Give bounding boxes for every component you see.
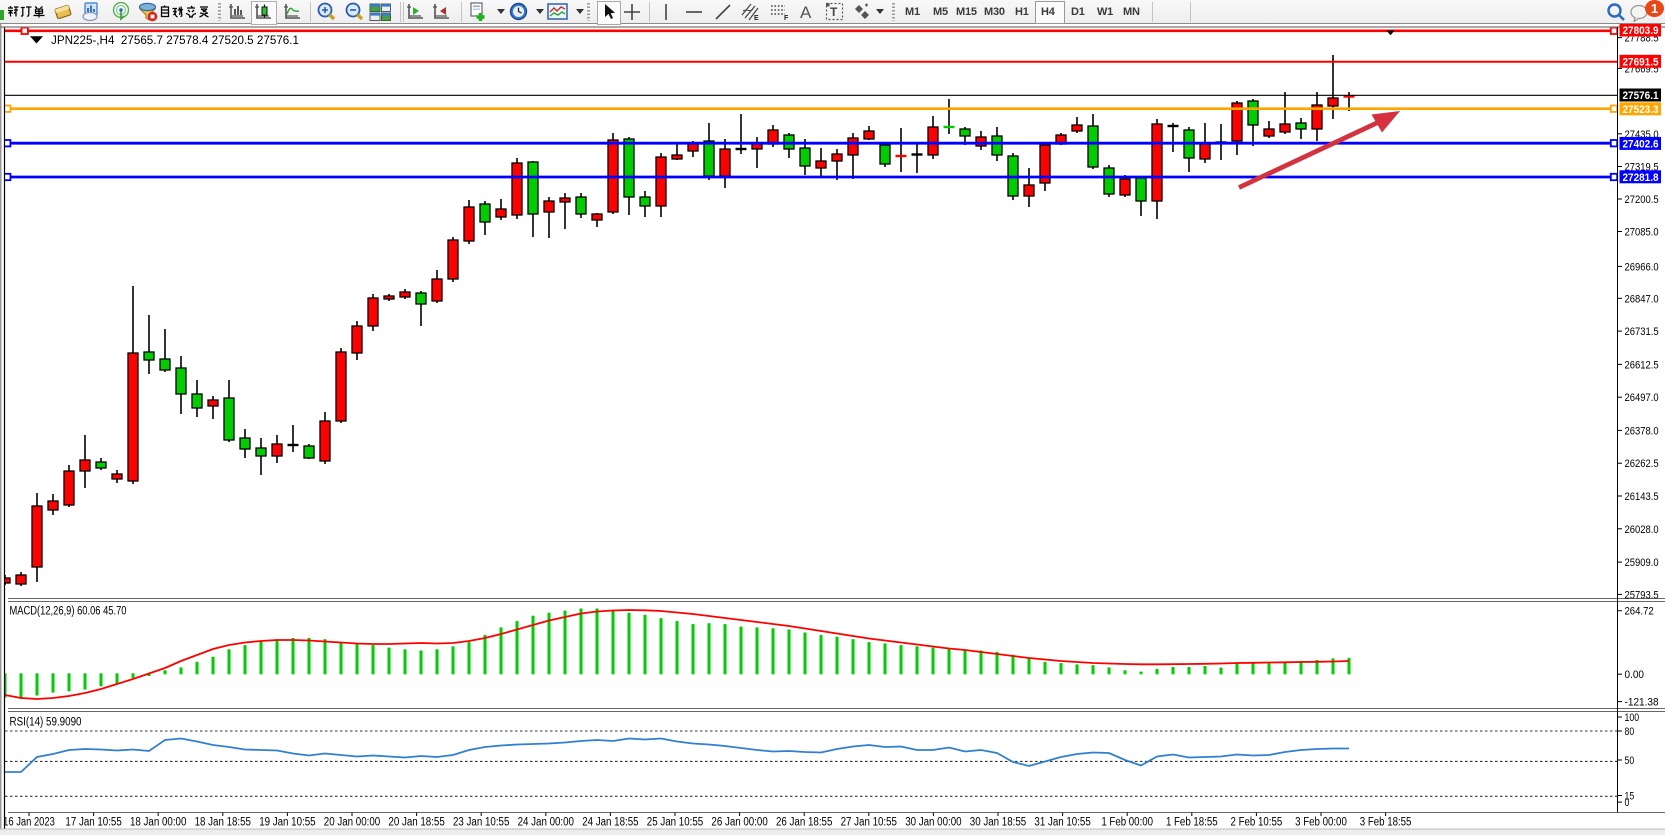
svg-text:17 Jan 10:55: 17 Jan 10:55	[65, 817, 121, 829]
svg-text:27523.3: 27523.3	[1623, 104, 1659, 116]
svg-text:24 Jan 18:55: 24 Jan 18:55	[582, 817, 638, 829]
svg-text:16 Jan 2023: 16 Jan 2023	[3, 817, 55, 829]
svg-text:264.72: 264.72	[1625, 606, 1654, 618]
svg-text:26 Jan 18:55: 26 Jan 18:55	[776, 817, 832, 829]
svg-text:26847.0: 26847.0	[1625, 293, 1659, 305]
svg-text:25793.5: 25793.5	[1625, 589, 1659, 601]
svg-text:1 Feb 00:00: 1 Feb 00:00	[1101, 817, 1153, 829]
svg-text:F: F	[784, 15, 789, 22]
svg-text:27200.5: 27200.5	[1625, 194, 1659, 206]
svg-text:26262.5: 26262.5	[1625, 458, 1659, 470]
svg-text:MACD(12,26,9) 60.06 45.70: MACD(12,26,9) 60.06 45.70	[10, 606, 127, 618]
svg-text:50: 50	[1625, 755, 1635, 767]
svg-text:30 Jan 18:55: 30 Jan 18:55	[970, 817, 1026, 829]
svg-text:27576.1: 27576.1	[1623, 90, 1659, 102]
svg-text:-121.38: -121.38	[1625, 697, 1659, 709]
svg-text:19 Jan 10:55: 19 Jan 10:55	[259, 817, 315, 829]
svg-text:JPN225-,H4 27565.7 27578.4 27: JPN225-,H4 27565.7 27578.4 27520.5 27576…	[51, 33, 299, 47]
svg-text:15: 15	[1625, 791, 1635, 803]
svg-text:3 Feb 00:00: 3 Feb 00:00	[1295, 817, 1347, 829]
svg-text:27085.0: 27085.0	[1625, 227, 1659, 239]
svg-text:18 Jan 18:55: 18 Jan 18:55	[195, 817, 251, 829]
svg-text:31 Jan 10:55: 31 Jan 10:55	[1034, 817, 1090, 829]
svg-text:2 Feb 10:55: 2 Feb 10:55	[1231, 817, 1283, 829]
svg-text:26 Jan 00:00: 26 Jan 00:00	[711, 817, 767, 829]
svg-text:24 Jan 00:00: 24 Jan 00:00	[518, 817, 574, 829]
svg-text:23 Jan 10:55: 23 Jan 10:55	[453, 817, 509, 829]
svg-text:1 Feb 18:55: 1 Feb 18:55	[1166, 817, 1218, 829]
svg-text:27 Jan 10:55: 27 Jan 10:55	[841, 817, 897, 829]
svg-text:100: 100	[1625, 712, 1640, 724]
svg-text:80: 80	[1625, 726, 1635, 738]
svg-text:E: E	[754, 15, 759, 22]
svg-text:0.00: 0.00	[1625, 669, 1645, 681]
svg-text:26731.5: 26731.5	[1625, 326, 1659, 338]
svg-text:26612.5: 26612.5	[1625, 359, 1659, 371]
svg-text:25 Jan 10:55: 25 Jan 10:55	[647, 817, 703, 829]
svg-text:27402.6: 27402.6	[1623, 139, 1659, 151]
svg-text:27281.8: 27281.8	[1623, 172, 1659, 184]
svg-text:26028.0: 26028.0	[1625, 524, 1659, 536]
svg-text:27691.5: 27691.5	[1623, 57, 1659, 69]
svg-text:3 Feb 18:55: 3 Feb 18:55	[1360, 817, 1412, 829]
svg-text:26966.0: 26966.0	[1625, 261, 1659, 273]
svg-text:RSI(14) 59.9090: RSI(14) 59.9090	[10, 717, 82, 729]
svg-text:26143.5: 26143.5	[1625, 491, 1659, 503]
svg-text:20 Jan 18:55: 20 Jan 18:55	[388, 817, 444, 829]
svg-text:20 Jan 00:00: 20 Jan 00:00	[324, 817, 380, 829]
svg-text:T: T	[830, 5, 838, 19]
svg-text:26378.0: 26378.0	[1625, 425, 1659, 437]
svg-text:25909.0: 25909.0	[1625, 557, 1659, 569]
svg-text:27803.9: 27803.9	[1623, 25, 1659, 37]
svg-text:30 Jan 00:00: 30 Jan 00:00	[905, 817, 961, 829]
svg-text:26497.0: 26497.0	[1625, 392, 1659, 404]
svg-text:0: 0	[1625, 797, 1630, 809]
svg-text:18 Jan 00:00: 18 Jan 00:00	[130, 817, 186, 829]
